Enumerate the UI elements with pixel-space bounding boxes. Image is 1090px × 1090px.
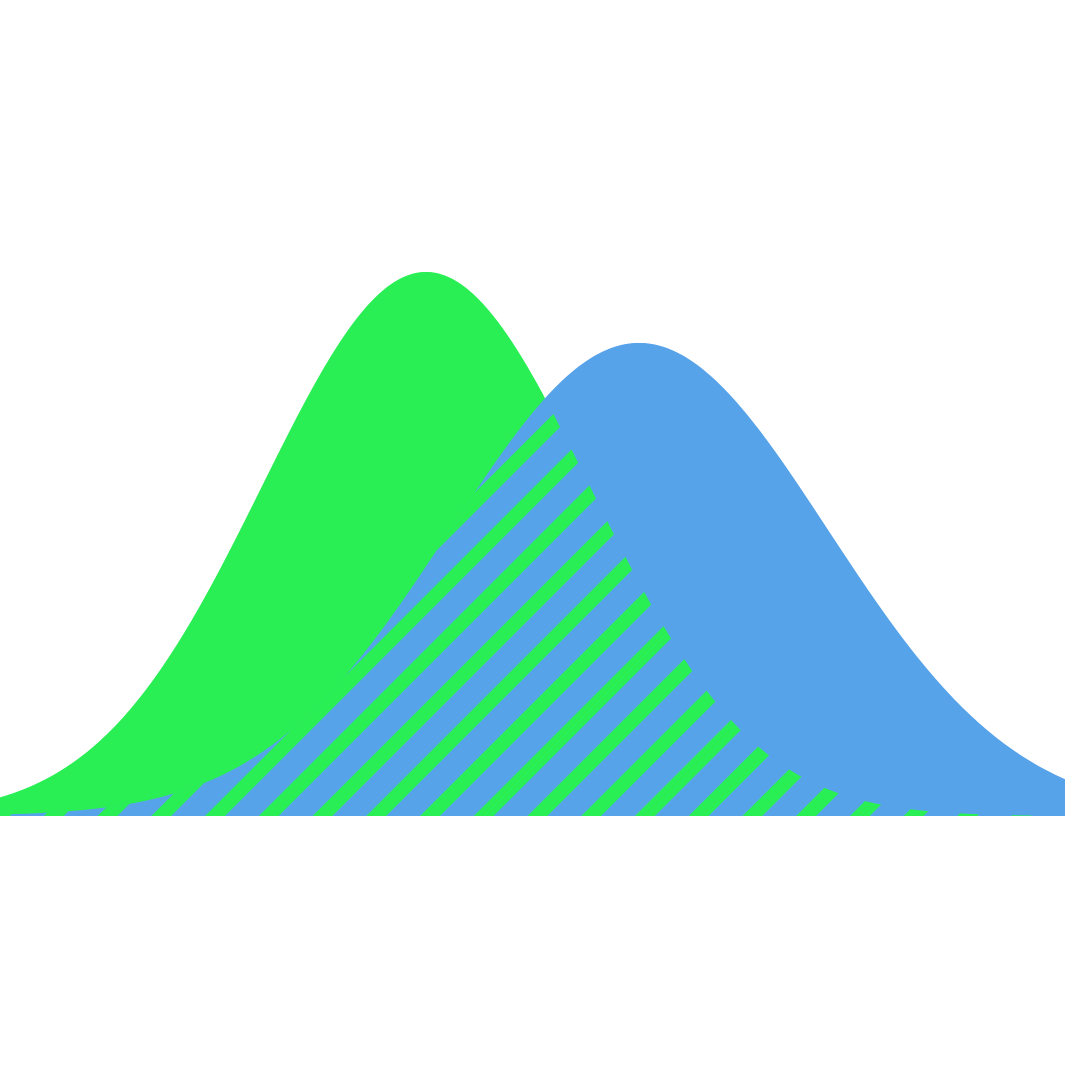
plot-area [0,272,1065,816]
series-1-exclusive-area [545,342,1065,816]
overlap-hatched-area [0,399,1065,816]
series-0-exclusive-area [0,272,544,815]
